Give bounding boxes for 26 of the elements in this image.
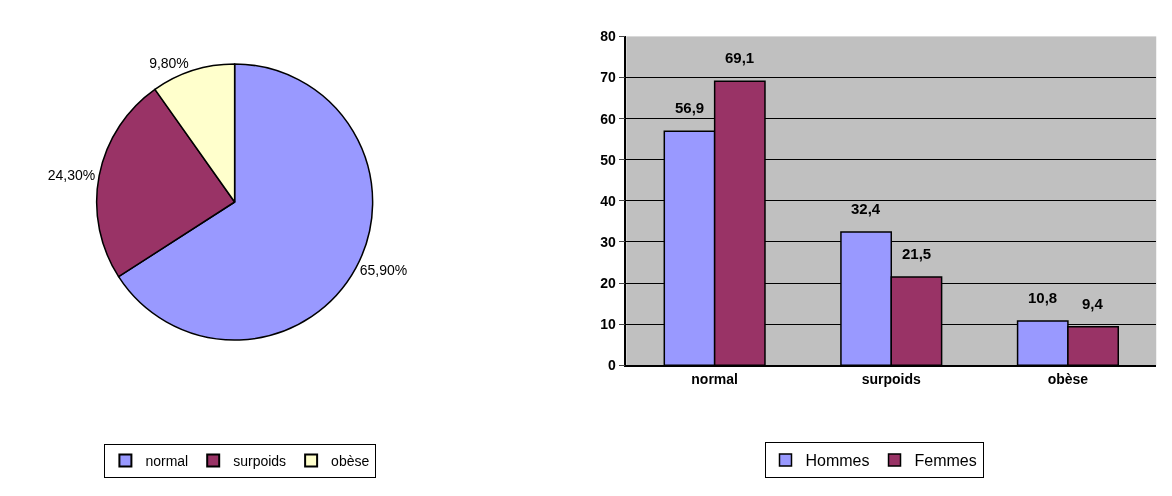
data-label: 9,80%: [149, 55, 189, 72]
x-tick-label: surpoids: [861, 370, 922, 387]
data-label: 65,90%: [359, 261, 408, 278]
y-tick-label: 70: [600, 69, 616, 86]
data-label: 24,30%: [47, 167, 96, 184]
x-tick-label: obèse: [1047, 370, 1089, 387]
y-tick-label: 0: [607, 357, 616, 374]
y-tick-label: 10: [600, 316, 616, 333]
y-tick-label: 80: [600, 28, 616, 45]
x-tick-label: normal: [691, 370, 738, 387]
data-label: 32,4: [851, 200, 881, 217]
legend-label: Hommes: [805, 452, 870, 470]
legend-label: normal: [145, 453, 189, 470]
legend-label: obèse: [331, 453, 370, 470]
legend-label: Femmes: [914, 452, 977, 470]
data-label: 9,4: [1082, 295, 1104, 312]
y-tick-label: 50: [600, 151, 616, 168]
data-label: 69,1: [725, 49, 755, 66]
y-tick-label: 20: [600, 274, 616, 291]
data-label: 10,8: [1028, 289, 1058, 306]
y-tick-label: 40: [600, 192, 616, 209]
data-label: 56,9: [675, 99, 705, 116]
y-tick-label: 60: [600, 110, 616, 127]
legend-label: surpoids: [233, 453, 287, 470]
y-tick-label: 30: [600, 233, 616, 250]
data-label: 21,5: [902, 245, 932, 262]
